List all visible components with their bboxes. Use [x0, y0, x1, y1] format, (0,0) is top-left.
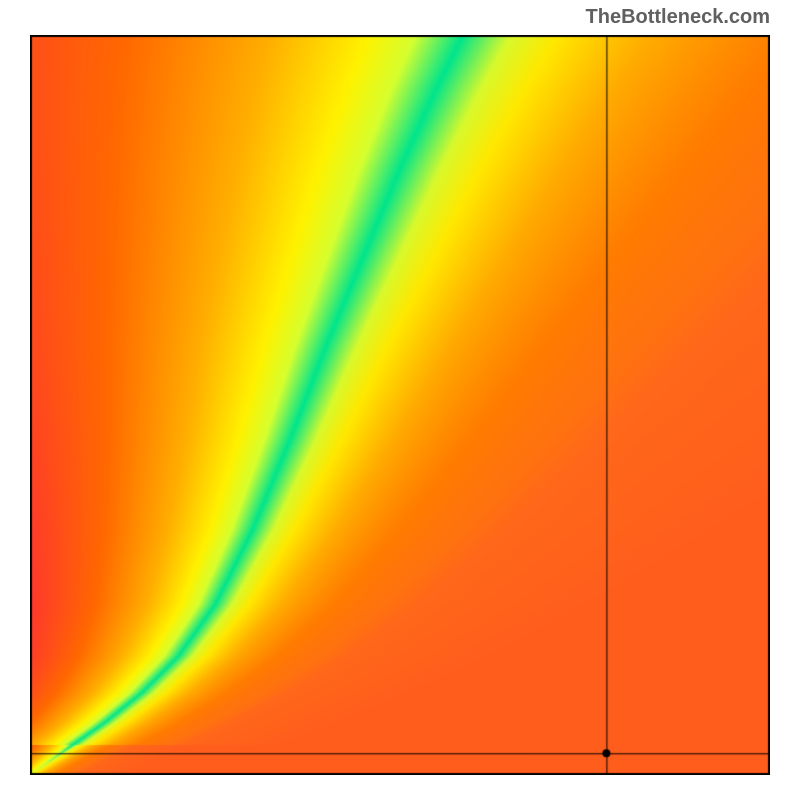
- watermark-text: TheBottleneck.com: [586, 6, 770, 29]
- heatmap-chart: [30, 35, 770, 775]
- heatmap-canvas: [30, 35, 770, 775]
